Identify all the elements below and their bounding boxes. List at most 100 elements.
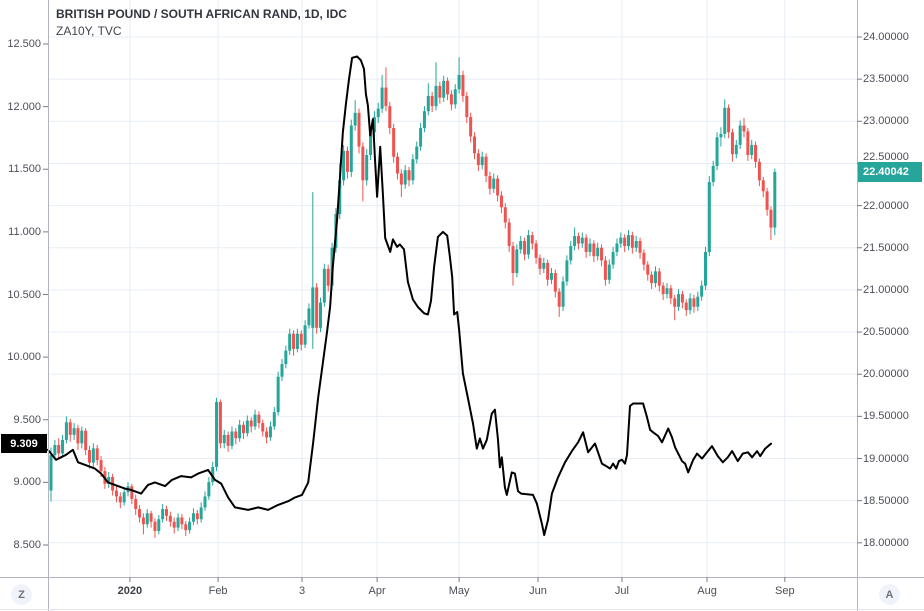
candle-body xyxy=(530,235,534,244)
left-price-tick-label: 10.000 xyxy=(7,351,41,364)
candle-body xyxy=(461,74,465,97)
left-price-scale[interactable]: 12.500 12.000 11.500 11.000 10.500 10.000 9.50… xyxy=(0,0,43,577)
candle-body xyxy=(411,159,415,181)
candle-body xyxy=(665,288,669,295)
candle-body xyxy=(91,448,95,463)
candle-body xyxy=(357,112,361,147)
candle-body xyxy=(453,89,457,105)
candle-body xyxy=(769,209,773,228)
candle-body xyxy=(353,112,357,126)
candle-body xyxy=(669,288,673,299)
candle-body xyxy=(742,125,746,132)
candle-body xyxy=(338,180,342,215)
candle-body xyxy=(249,420,253,427)
candle-body xyxy=(446,80,450,95)
right-price-tick-label: 23.00000 xyxy=(863,115,909,128)
right-price-scale[interactable]: 24.00000 23.50000 23.00000 22.50000 22.00000… xyxy=(858,0,924,577)
candle-body xyxy=(272,412,276,427)
candle-body xyxy=(584,237,588,252)
candle-body xyxy=(149,513,153,522)
candle-body xyxy=(730,132,734,155)
candle-body xyxy=(480,156,484,166)
candle-body xyxy=(365,155,369,181)
legend: BRITISH POUND / SOUTH AFRICAN RAND, 1D, … xyxy=(56,6,347,40)
candle-body xyxy=(630,235,634,248)
candle-body xyxy=(407,170,411,181)
candle-body xyxy=(180,517,184,525)
right-price-tick-label: 19.00000 xyxy=(863,452,909,465)
candle-body xyxy=(295,333,299,349)
candle-body xyxy=(319,302,322,328)
candle-body xyxy=(188,521,192,531)
legend-main-symbol[interactable]: BRITISH POUND / SOUTH AFRICAN RAND, 1D, … xyxy=(56,7,347,21)
candle-body xyxy=(704,251,707,286)
candle-body xyxy=(80,430,84,444)
candle-body xyxy=(573,235,577,247)
candle-body xyxy=(550,273,553,280)
candle-body xyxy=(84,430,88,451)
candle-body xyxy=(207,482,211,497)
candle-body xyxy=(68,422,72,435)
candle-body xyxy=(638,241,642,253)
candle-body xyxy=(303,325,307,345)
candle-body xyxy=(576,235,580,244)
legend-overlay-symbol[interactable]: ZA10Y, TVC xyxy=(56,24,122,38)
left-price-tick-label: 11.500 xyxy=(8,163,41,176)
candle-body xyxy=(253,414,257,427)
candle-body xyxy=(153,521,157,531)
candle-body xyxy=(315,287,319,328)
timezone-button[interactable]: Z xyxy=(11,584,32,605)
candle-body xyxy=(592,243,596,257)
candle-body xyxy=(195,513,199,520)
candlestick-series xyxy=(49,57,777,538)
candle-body xyxy=(553,273,557,292)
candle-body xyxy=(657,271,661,286)
candle-body xyxy=(95,448,99,461)
candle-body xyxy=(715,137,719,166)
candle-body xyxy=(542,262,546,269)
candle-body xyxy=(392,128,396,157)
za10y-line-series xyxy=(46,55,772,536)
candle-body xyxy=(265,431,269,438)
right-price-tick-label: 19.50000 xyxy=(863,410,909,423)
candle-body xyxy=(199,507,203,520)
candle-body xyxy=(707,181,711,252)
autoscale-button[interactable]: A xyxy=(879,584,900,605)
candle-body xyxy=(257,414,261,424)
right-price-tick-label: 21.00000 xyxy=(863,283,909,296)
candle-body xyxy=(122,492,126,503)
left-price-tick-label: 9.500 xyxy=(13,413,41,426)
time-tick-label: Jun xyxy=(529,585,547,597)
right-price-tick-label: 21.50000 xyxy=(863,241,909,254)
candle-body xyxy=(222,434,226,444)
candle-body xyxy=(288,333,292,351)
candle-body xyxy=(419,128,423,147)
candle-body xyxy=(696,296,700,307)
grid-layer xyxy=(48,0,857,577)
candle-body xyxy=(61,439,65,454)
left-price-tick-label: 9.000 xyxy=(13,476,41,489)
candle-body xyxy=(276,376,280,413)
candle-body xyxy=(565,260,569,282)
candle-body xyxy=(88,450,91,463)
candle-body xyxy=(496,178,500,196)
candle-body xyxy=(430,96,434,107)
candle-body xyxy=(600,247,604,261)
right-price-tick-label: 18.00000 xyxy=(863,536,909,549)
candle-body xyxy=(619,237,623,244)
candle-body xyxy=(384,87,388,107)
time-scale[interactable]: 2020 Feb 3 Apr May Jun Jul Aug Sep xyxy=(0,577,924,611)
time-tick-label: 3 xyxy=(298,585,306,597)
candle-body xyxy=(168,515,172,522)
candle-body xyxy=(434,85,438,107)
candle-body xyxy=(515,249,519,274)
candle-body xyxy=(607,264,611,280)
candle-body xyxy=(754,144,758,162)
candle-body xyxy=(457,74,461,90)
left-price-tick-label: 10.500 xyxy=(7,288,41,301)
candle-body xyxy=(284,350,288,365)
candle-body xyxy=(76,428,80,444)
candle-body xyxy=(484,156,488,177)
